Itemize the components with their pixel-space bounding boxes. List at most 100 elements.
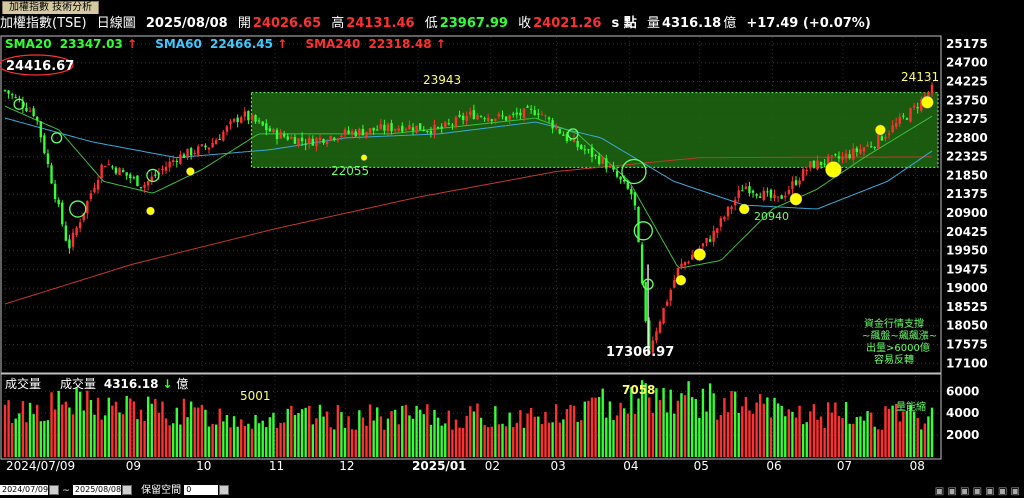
candle-body <box>179 154 182 164</box>
candle-body <box>211 142 214 148</box>
volume-bar <box>762 403 765 457</box>
volume-bar <box>776 403 780 457</box>
volume-value: 4316.18 <box>661 16 722 31</box>
volume-bar <box>569 404 572 457</box>
keep-space-stepper[interactable] <box>219 485 230 495</box>
buy-signal-dot <box>739 203 750 215</box>
volume-bar <box>576 421 579 457</box>
candle-body <box>322 139 325 144</box>
range-separator: ~ <box>62 486 70 496</box>
candle-body <box>186 148 189 158</box>
candle-body <box>748 186 751 193</box>
candle-body <box>229 121 232 125</box>
candle-body <box>655 331 658 341</box>
candle-body <box>372 127 375 131</box>
candle-body <box>172 160 175 162</box>
volume-bar <box>522 427 526 457</box>
time-tick-label: 11 <box>269 459 284 473</box>
candle-body <box>637 207 640 243</box>
candle-body <box>333 137 336 140</box>
volume-bar <box>723 398 726 457</box>
volume-bar <box>390 411 393 457</box>
candle-body <box>612 166 615 170</box>
candle-body <box>676 268 680 280</box>
price-tick-label: 22325 <box>946 150 988 164</box>
candle-body <box>236 117 239 123</box>
candle-body <box>43 135 46 154</box>
volume-bar <box>36 404 39 457</box>
volume-bar <box>397 424 400 457</box>
volume-bar <box>429 424 433 457</box>
candle-body <box>336 138 340 141</box>
volume-bar <box>920 429 923 457</box>
candle-body <box>880 136 884 141</box>
range-start-input[interactable]: 2024/07/09 <box>0 485 49 495</box>
candle-body <box>648 320 651 351</box>
candle-body <box>494 118 497 121</box>
candle-body <box>776 196 780 198</box>
volume-bar <box>784 416 787 457</box>
volume-bar <box>325 411 329 457</box>
volume-bar <box>733 391 737 457</box>
candle-body <box>726 206 730 217</box>
candle-body <box>426 131 429 133</box>
volume-bar <box>537 416 540 457</box>
volume-bar <box>186 417 189 457</box>
candle-body <box>111 166 114 168</box>
volume-bar <box>232 416 236 457</box>
volume-bar <box>193 407 196 457</box>
candle-body <box>576 140 579 147</box>
volume-bar <box>28 402 32 457</box>
volume-bar <box>247 423 250 457</box>
range-end-dropdown[interactable] <box>121 485 132 495</box>
tab-tech-analysis[interactable]: 加權指數 技術分析 <box>2 1 100 14</box>
candle-body <box>626 182 629 189</box>
candle-body <box>290 136 293 139</box>
candle-body <box>411 127 415 131</box>
close-value: 24021.26 <box>533 16 602 31</box>
volume-bar <box>497 424 501 457</box>
price-tick-label: 21375 <box>946 187 988 201</box>
candle-body <box>393 128 397 131</box>
volume-bar <box>698 417 701 457</box>
candle-body <box>50 165 53 184</box>
range-end-input[interactable]: 2025/08/08 <box>72 485 122 495</box>
volume-tick-label: 4000 <box>946 406 979 420</box>
volume-bar <box>823 427 826 457</box>
candle-body <box>451 124 454 126</box>
time-tick-label: 02 <box>485 459 500 473</box>
candle-body <box>866 144 869 147</box>
price-tick-label: 22800 <box>946 131 988 145</box>
candle-body <box>594 154 597 156</box>
candle-body <box>121 170 125 172</box>
candle-body <box>830 155 833 157</box>
volume-bar <box>404 404 408 457</box>
candle-body <box>812 160 816 169</box>
volume-bar <box>848 423 851 457</box>
sma20-path <box>4 105 933 269</box>
candle-body <box>207 147 211 150</box>
range-start-dropdown[interactable] <box>49 485 59 495</box>
candle-body <box>168 161 171 168</box>
quote-date: 2025/08/08 <box>145 16 228 31</box>
price-tick-label: 23750 <box>946 93 988 107</box>
volume-bar <box>852 423 855 457</box>
sma-legend: SMA20 23347.03 ↑ SMA60 22466.45 ↑ SMA240… <box>5 37 446 51</box>
volume-bar <box>791 411 794 457</box>
volume-bar <box>100 419 103 457</box>
volume-bar <box>866 411 869 457</box>
candle-body <box>909 108 912 122</box>
volume-bar <box>297 413 300 457</box>
index-name: 加權指數(TSE) <box>0 16 87 31</box>
chart-area[interactable]: 25175 24700 24225 23750 23275 22800 22325 21850… <box>0 34 1024 484</box>
candle-body <box>852 148 855 160</box>
volume-bar <box>805 422 808 457</box>
volume-bar <box>769 417 773 457</box>
toolbar-icons[interactable]: ▣ ▣ ▣ ▣ ▣ ▣ ▣ <box>934 486 1020 497</box>
volume-bar <box>197 407 200 457</box>
volume-bar <box>701 388 705 457</box>
keep-space-input[interactable]: 0 <box>184 485 219 495</box>
volume-bar <box>648 397 651 457</box>
candle-body <box>86 200 89 214</box>
period-label[interactable]: 日線圖 <box>96 16 136 31</box>
